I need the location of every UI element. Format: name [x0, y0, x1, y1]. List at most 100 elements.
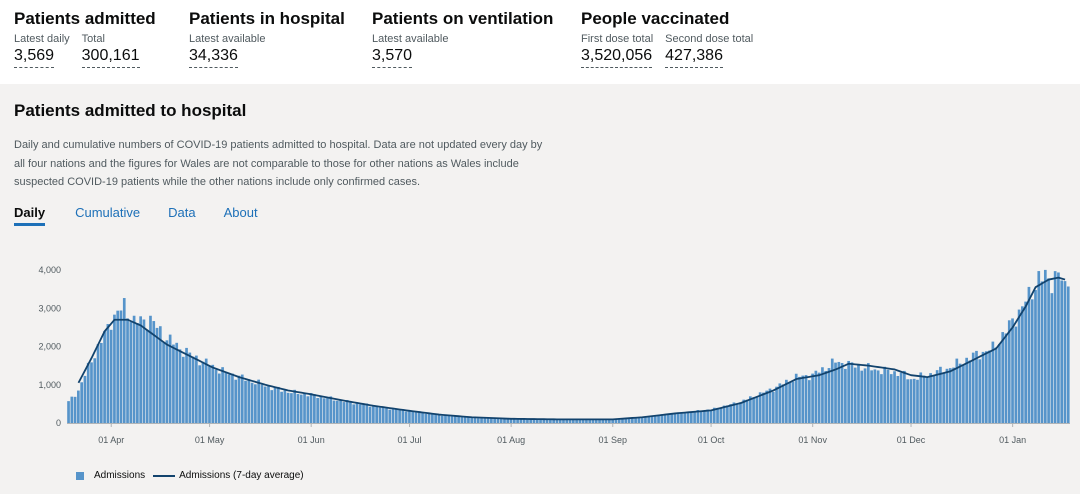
chart-tabs: Daily Cumulative Data About	[14, 205, 286, 226]
bar	[611, 419, 614, 423]
bar	[257, 379, 260, 423]
bar	[916, 379, 919, 423]
metric-value[interactable]: 3,520,056	[581, 46, 653, 68]
bar	[335, 400, 339, 423]
bar	[955, 358, 959, 423]
bar	[453, 415, 457, 423]
bar	[519, 418, 523, 423]
bar	[788, 382, 791, 423]
y-tick-label: 2,000	[38, 342, 61, 352]
bar	[440, 415, 444, 423]
bar	[821, 367, 824, 423]
metric-value[interactable]: 3,569	[14, 46, 55, 68]
bar	[106, 324, 110, 423]
bar	[132, 315, 136, 423]
bar	[542, 419, 546, 423]
bar	[758, 392, 762, 423]
bar	[1007, 320, 1011, 423]
bar	[539, 419, 542, 423]
bar	[765, 390, 769, 423]
bar	[306, 396, 310, 423]
bar	[231, 373, 234, 423]
bar	[581, 419, 585, 423]
bar	[276, 386, 280, 423]
bar	[608, 418, 611, 423]
bar	[1024, 301, 1027, 423]
legend-label-average: Admissions (7-day average)	[179, 470, 304, 481]
bar	[945, 368, 949, 423]
metric-value[interactable]: 3,570	[372, 46, 413, 68]
metric-value[interactable]: 300,161	[81, 46, 140, 68]
x-tick-label: 01 Nov	[798, 435, 827, 445]
bar	[663, 414, 667, 423]
bar	[860, 370, 864, 423]
bar	[1043, 269, 1047, 423]
bar	[372, 406, 375, 423]
bar	[280, 391, 283, 423]
bar	[155, 327, 159, 423]
tab-cumulative[interactable]: Cumulative	[75, 205, 141, 220]
bar	[850, 362, 854, 423]
metric-label: First dose total	[581, 33, 654, 45]
headline-title: Patients on ventilation	[372, 9, 554, 28]
bar	[653, 415, 657, 423]
tab-daily[interactable]: Daily	[14, 205, 46, 226]
bar	[732, 402, 736, 423]
bar	[214, 369, 218, 423]
bar	[621, 418, 624, 423]
bar	[857, 364, 860, 423]
bar	[552, 418, 555, 423]
bar	[493, 418, 496, 423]
bar	[496, 418, 500, 423]
metric-value[interactable]: 34,336	[189, 46, 238, 68]
metric-latest-available: Latest available 34,336	[189, 32, 265, 68]
bar	[1021, 306, 1024, 423]
x-axis: 01 Apr 01 May 01 Jun 01 Jul 01 Aug 01 Sep 01 O…	[67, 423, 1070, 445]
bar	[683, 413, 687, 423]
bar	[250, 382, 254, 423]
bar	[208, 366, 211, 423]
bar	[326, 398, 329, 423]
bar	[804, 375, 808, 423]
bar	[880, 374, 883, 423]
bar	[375, 406, 378, 423]
bar	[762, 392, 765, 423]
bar	[555, 419, 559, 423]
bar	[952, 367, 955, 423]
bar	[286, 392, 290, 423]
bar	[988, 350, 991, 423]
headline-vaccinated: People vaccinated First dose total 3,520…	[581, 8, 753, 68]
metric-latest-daily: Latest daily 3,569	[14, 32, 70, 68]
metric-label: Total	[81, 33, 105, 45]
bar	[709, 409, 713, 423]
bar	[290, 393, 293, 423]
bar	[296, 394, 300, 423]
bar	[217, 373, 221, 423]
bar	[1047, 278, 1050, 423]
bar	[1057, 272, 1060, 423]
bar	[624, 417, 628, 423]
bar	[234, 379, 238, 423]
bar	[490, 417, 493, 423]
bar	[594, 419, 598, 423]
bar	[145, 330, 149, 423]
bar	[244, 380, 247, 423]
bar	[755, 397, 759, 423]
tab-about[interactable]: About	[223, 205, 258, 220]
bar	[827, 368, 831, 423]
bar	[863, 368, 867, 423]
card-description: Daily and cumulative numbers of COVID-19…	[14, 139, 543, 188]
metric-value[interactable]: 427,386	[665, 46, 723, 68]
bar	[303, 393, 306, 423]
bar	[129, 322, 133, 423]
bar	[126, 318, 129, 423]
bar	[1060, 280, 1064, 423]
bar	[925, 377, 929, 423]
bar	[670, 413, 673, 423]
bar	[267, 386, 270, 423]
bar	[467, 417, 470, 423]
tab-data[interactable]: Data	[168, 205, 196, 220]
bar	[886, 369, 890, 423]
bar	[80, 382, 83, 423]
bar	[791, 381, 795, 423]
